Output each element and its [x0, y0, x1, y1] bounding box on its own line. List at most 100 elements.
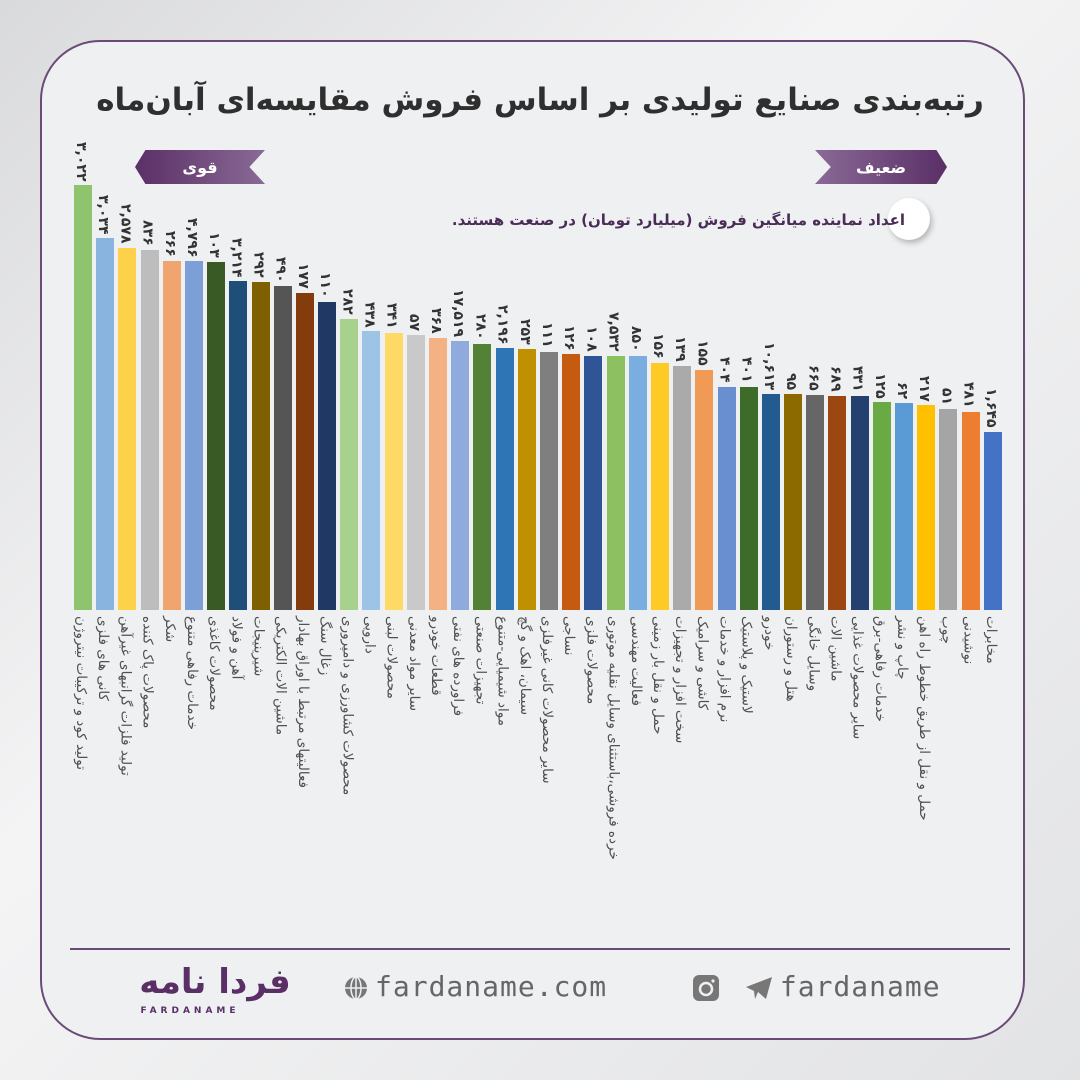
bar [384, 332, 403, 610]
logo-text-en: FARDANAME [140, 1006, 240, 1016]
category-label: تولید کود و ترکیبات نیتروژن [73, 616, 89, 771]
weak-label: ضعیف [855, 157, 907, 177]
chart-note: اعداد نماینده میانگین فروش (میلیارد توما… [451, 211, 905, 229]
bar [473, 343, 492, 610]
category-label: خدمات رفاهی متنوع [183, 616, 200, 730]
website-text: fardaname.com [375, 970, 608, 1003]
bar [207, 261, 226, 610]
bar [429, 338, 448, 610]
bar [961, 411, 980, 610]
category-label: شیرینیجات [250, 616, 267, 677]
value-label: ۵۷ [405, 313, 422, 332]
value-label: ۷,۵۳۲ [605, 312, 622, 352]
category-label: خرده فروشی،باستثنای وسایل نقلیه موتوری [605, 616, 622, 860]
value-label: ۴,۷۹۶ [183, 217, 200, 258]
value-label: ۱۰۳ [206, 232, 223, 258]
value-label: ۱۲۵ [871, 372, 888, 399]
bar [828, 395, 847, 610]
category-label: محصولات پاک کننده [139, 616, 156, 729]
category-label: لاستیک و پلاستیک [738, 616, 755, 714]
weak-ribbon: ضعیف [815, 150, 947, 184]
bar [650, 363, 669, 610]
category-label: فراورده های نفتی [450, 616, 467, 717]
bar [606, 355, 625, 610]
bar [939, 408, 958, 610]
value-label: ۲,۱۹۶ [494, 304, 511, 345]
page-title: رتبه‌بندی صنایع تولیدی بر اساس فروش مقای… [96, 82, 984, 118]
value-label: ۴۳۸ [361, 301, 378, 328]
value-label: ۸۵۰ [627, 326, 644, 352]
value-label: ۶۲ [894, 381, 911, 400]
category-label: خودرو [760, 616, 777, 651]
value-label: ۲۸۲ [339, 289, 356, 315]
value-label: ۱۱۱ [539, 322, 555, 349]
category-label: فعالیتهای مرتبط با اوراق بهادار [294, 616, 311, 788]
bar [628, 355, 647, 610]
bar [406, 335, 425, 610]
bar [340, 318, 359, 610]
bar [362, 331, 381, 610]
bar [74, 185, 92, 610]
value-label: ۱۷۷ [294, 263, 311, 289]
value-label: ۹۵ [783, 373, 800, 391]
value-label: ۴۰۱ [738, 357, 755, 383]
bar [495, 348, 514, 610]
category-label: محصولات کشاورزی و دامپروری [339, 616, 356, 796]
category-label: سایر محصولات کانی غیرفلزی [539, 616, 555, 784]
value-label: ۳,۰۳۴ [95, 194, 112, 235]
category-label: سخت افزار و تجهیزات [672, 616, 689, 744]
bar [96, 238, 115, 610]
value-label: ۲,۵۷۸ [117, 204, 134, 244]
social-handle[interactable]: fardaname [692, 970, 941, 1003]
bar [739, 386, 758, 610]
value-label: ۱۱۰ [317, 272, 334, 298]
value-label: ۶۶۵ [805, 365, 822, 391]
category-label: تجهیزات صنعتی [472, 616, 489, 705]
bar [184, 261, 203, 610]
bar [140, 250, 159, 610]
bar [162, 261, 181, 610]
category-label: سیمان، اهک و گچ [516, 616, 533, 716]
value-label: ۲۵۳ [516, 319, 533, 346]
category-label: چاپ و نشر [894, 616, 911, 680]
bar [118, 247, 137, 610]
bullet-dot-icon [888, 198, 930, 240]
category-label: کاشی و سرامیک [694, 616, 711, 711]
bar [517, 349, 536, 610]
category-label: کانی های فلزی [95, 616, 112, 701]
value-label: ۱,۶۴۵ [982, 388, 999, 428]
category-label: چوب [938, 616, 955, 645]
bar [295, 292, 314, 610]
category-label: حمل و نقل بار زمینی [649, 616, 666, 735]
category-label: سایر مواد معدنی [405, 616, 422, 712]
bar [673, 366, 692, 610]
value-label: ۱۵۶ [649, 333, 666, 360]
value-label: ۲۹۲ [250, 252, 267, 278]
category-label: آهن و فولاد [228, 616, 245, 680]
value-label: ۴۰۴ [716, 357, 733, 383]
value-label: ۳۶۸ [428, 308, 445, 334]
category-label: سایر محصولات غذایی [849, 616, 866, 740]
bar [540, 352, 558, 610]
bar [806, 394, 825, 610]
bar [695, 369, 714, 610]
value-label: ۱۰,۶۱۳ [760, 342, 777, 391]
strong-label: قوی [182, 157, 218, 177]
category-label: نرم افزار و خدمات [716, 616, 733, 723]
social-text: fardaname [779, 970, 941, 1003]
value-label: ۶۸۹ [827, 366, 844, 392]
instagram-icon [693, 975, 719, 1001]
category-label: خدمات رفاهی-برق [871, 616, 888, 722]
bar [562, 354, 581, 610]
value-label: ۱۷,۵۱۹ [450, 288, 467, 337]
website-link[interactable]: fardaname.com [343, 970, 607, 1003]
value-label: ۱۵۵ [694, 340, 711, 366]
value-label: ۳۴۱ [383, 303, 400, 329]
category-label: شکر [161, 616, 178, 643]
bar [584, 355, 603, 610]
value-label: ۴۳۱ [849, 366, 866, 392]
category-label: هتل و رستوران [783, 616, 800, 702]
bar [761, 394, 780, 610]
bar [318, 301, 337, 610]
bar [917, 405, 936, 610]
